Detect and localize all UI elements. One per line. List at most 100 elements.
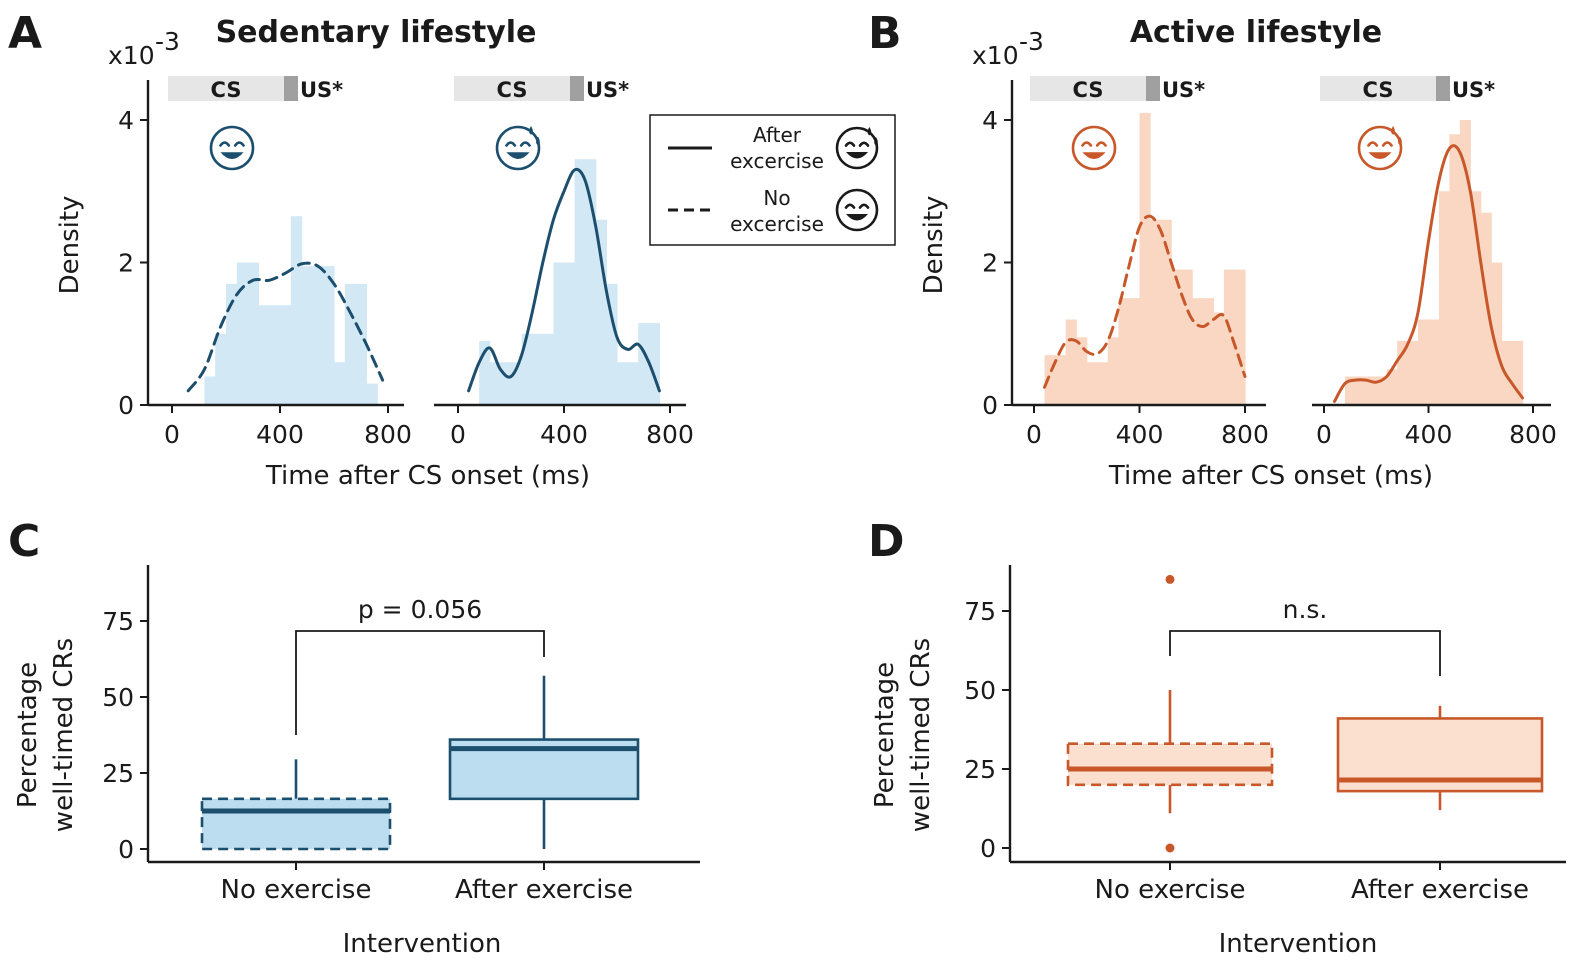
face-mouth [1082,152,1106,160]
density-line [1333,144,1524,403]
histogram-bar [553,262,565,405]
density-chart-a-left: 0 400 800 0 2 4 Density x10 -3 CS US* [55,27,412,449]
significance-bracket [295,630,545,735]
outlier-point [1165,843,1175,853]
density-line [1043,214,1247,389]
x-tick-label: 0 [450,420,466,449]
x-tick-label: 400 [256,420,304,449]
cs-bar [1320,76,1436,101]
us-label: US* [586,78,629,102]
smiling-face-icon [835,188,879,232]
y-axis-label: Density [919,196,949,295]
histogram-bar [595,219,607,405]
x-tick-label: 0 [1026,420,1042,449]
x-axis-label-b: Time after CS onset (ms) [1108,461,1433,491]
face-left-eye [844,141,856,147]
y-axis-label-line-1: Percentage [13,662,43,808]
histogram-bar [1344,376,1356,405]
histogram-bar [564,262,576,405]
histogram-bar [1181,269,1193,405]
box-after-exercise [448,675,640,849]
x-tick-label: After exercise [455,875,633,905]
histogram-bar [1491,262,1503,405]
y-tick-label: 25 [102,759,134,788]
histogram-bar [1386,369,1398,405]
histogram-bar [574,159,586,405]
face-left-eye [219,141,231,147]
histogram-bar [1365,376,1377,405]
significance-label: n.s. [1283,595,1328,624]
histogram-bar [1150,219,1162,405]
cs-label: CS [211,78,242,102]
histogram-bar [1418,319,1430,405]
y-tick-label: 4 [118,106,134,135]
histogram-bar [489,362,501,405]
box-chart-d: 0 25 50 75 No exercise After exercise Interven… [870,565,1566,959]
y-tick-label: 75 [964,597,996,626]
legend-after-label-2: excercise [730,149,824,173]
face-mouth [1368,152,1392,160]
histogram-bar [500,362,512,405]
face-mouth [220,152,244,160]
face-right-eye [1381,141,1393,147]
face-right-eye [519,141,531,147]
histogram-bar [521,333,533,405]
cs-label: CS [497,78,528,102]
histogram-bar [301,266,313,405]
cs-bar [1030,76,1146,101]
panel-letter-b: B [868,8,902,59]
x-axis-label: Intervention [1219,929,1378,959]
face-left-eye [1081,141,1093,147]
density-chart-a-right: 0 400 800 CS US* [434,76,694,449]
histogram-bar [511,362,523,405]
histogram-bar [648,323,660,405]
y-tick-label: 50 [964,676,996,705]
histogram-bar [344,283,357,405]
face-sweat-drop [536,136,540,146]
histogram-bar [366,383,378,405]
legend: After excercise No excercise [649,114,896,246]
face-right-eye [858,141,870,147]
smiling-face-icon [209,125,255,171]
y-axis-label-line-1: Percentage [870,662,900,808]
panel-title-b: Active lifestyle [1130,15,1382,50]
box-no-exercise [200,759,392,851]
density-chart-b-left: 0 400 800 0 2 4 Density x10 -3 CS US* [919,27,1269,449]
face-outline [495,125,541,171]
box-iqr [1066,742,1274,787]
histogram-bar [1234,269,1246,405]
face-sweat-drop [1391,125,1395,135]
y-axis-label: Density [55,196,85,295]
x-tick-label: No exercise [1095,875,1246,905]
face-right-eye [233,141,245,147]
y-tick-label: 0 [118,835,134,864]
histogram-bar [1076,337,1088,405]
histogram-bar [627,362,639,405]
legend-after-label-1: After [753,123,802,147]
face-left-eye [505,141,517,147]
histogram-bar [1139,112,1151,405]
legend-frame [649,114,896,246]
histogram-bar [1355,376,1367,405]
us-bar [570,76,584,101]
panel-title-a: Sedentary lifestyle [216,15,537,50]
histogram-bar [334,362,346,405]
face-outline [209,125,255,171]
x-tick-label: 800 [364,420,412,449]
y-tick-label: 75 [102,607,134,636]
y-tick-label: 2 [118,249,134,278]
histogram-bar [1449,134,1461,405]
face-sweat-drop [1398,136,1402,146]
density-chart-b-right: 0 400 800 CS US* [1312,76,1557,449]
histogram-bar [290,216,303,405]
face-outline [835,188,879,232]
x-axis-label: Intervention [343,929,502,959]
histogram-bar [1376,376,1388,405]
y-axis-label-line-2: well-timed CRs [49,638,79,832]
histogram-bar [204,376,216,405]
face-mouth [506,152,530,160]
histogram-bar [1459,120,1471,405]
histogram-bar [1086,362,1098,405]
us-bar [284,76,298,101]
y-tick-label: 50 [102,683,134,712]
